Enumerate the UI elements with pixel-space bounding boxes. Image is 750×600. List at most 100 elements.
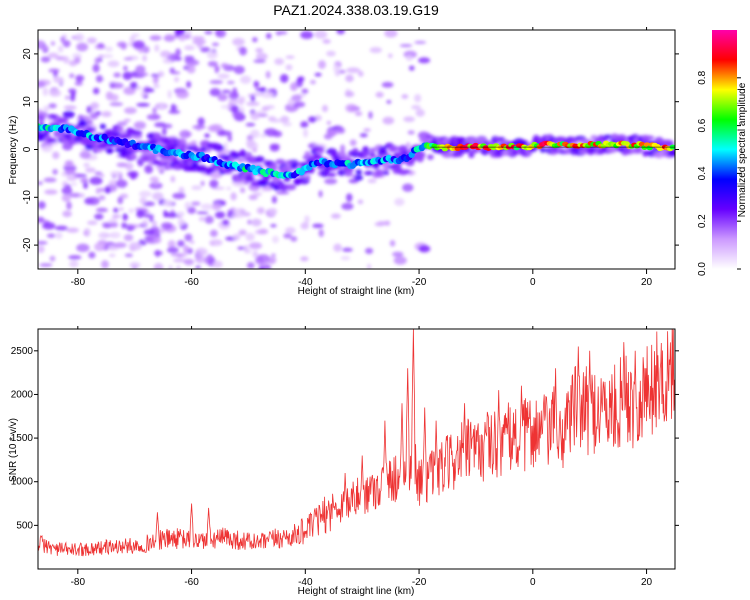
spectrogram-ridge-halo bbox=[78, 119, 87, 128]
spectrogram-speckle bbox=[190, 140, 198, 145]
spectrogram-speckle bbox=[161, 127, 167, 136]
spectrogram-speckle bbox=[44, 189, 58, 195]
spectrogram-ridge-halo bbox=[616, 134, 627, 142]
spectrogram-speckle bbox=[130, 172, 135, 180]
spectrogram-speckle bbox=[53, 75, 61, 83]
spectrogram-ylabel: Frequency (Hz) bbox=[8, 116, 19, 185]
spectrogram-speckle bbox=[190, 201, 201, 206]
spectrogram-blobs bbox=[38, 30, 675, 269]
spectrogram-speckle bbox=[367, 263, 372, 269]
spectrogram-x-tick-label: -40 bbox=[298, 277, 313, 288]
colorbar-tick-label: 0.4 bbox=[697, 166, 708, 180]
spectrogram-speckle bbox=[300, 256, 309, 262]
spectrogram-y-tick-label: 10 bbox=[22, 96, 33, 108]
spectrogram-speckle bbox=[88, 251, 96, 259]
spectrogram-speckle bbox=[220, 63, 229, 68]
spectrogram-speckle bbox=[104, 186, 111, 194]
spectrogram-speckle bbox=[79, 150, 91, 159]
spectrogram-speckle bbox=[221, 89, 231, 94]
spectrogram-speckle bbox=[184, 233, 193, 242]
spectrogram-speckle bbox=[259, 133, 267, 138]
spectrogram-ridge-halo bbox=[274, 159, 286, 165]
spectrogram-speckle bbox=[124, 107, 137, 114]
spectrogram-speckle bbox=[68, 88, 77, 94]
spectrogram-speckle bbox=[152, 192, 164, 201]
spectrogram-speckle bbox=[342, 247, 353, 252]
spectrogram-speckle bbox=[129, 261, 141, 269]
spectrogram-speckle bbox=[168, 264, 173, 269]
spectrogram-speckle bbox=[272, 235, 279, 244]
spectrogram-speckle bbox=[268, 207, 278, 215]
spectrogram-speckle bbox=[282, 122, 293, 127]
spectrogram-speckle bbox=[270, 224, 277, 228]
spectrogram-speckle bbox=[232, 209, 239, 213]
spectrogram-speckle bbox=[228, 91, 240, 100]
spectrogram-speckle bbox=[113, 207, 119, 213]
spectrogram-speckle bbox=[66, 201, 72, 210]
spectrogram-ridge-halo bbox=[539, 147, 547, 153]
spectrogram-speckle bbox=[117, 196, 124, 205]
spectrogram-ridge-halo bbox=[153, 132, 162, 139]
spectrogram-panel: -80 -60 -40 -20 0 20 -20 -10 0 10 20 Height of st… bbox=[8, 27, 679, 297]
spectrogram-speckle bbox=[151, 220, 158, 227]
spectrogram-speckle bbox=[111, 82, 124, 89]
spectrogram-speckle bbox=[183, 244, 189, 254]
spectrogram-speckle bbox=[318, 228, 324, 238]
spectrogram-speckle bbox=[77, 114, 84, 120]
spectrogram-speckle bbox=[349, 139, 357, 147]
spectrogram-speckle bbox=[394, 197, 405, 206]
spectrogram-ridge-halo bbox=[88, 127, 97, 133]
spectrogram-speckle bbox=[92, 87, 100, 95]
spectrogram-speckle bbox=[38, 245, 45, 254]
spectrogram-speckle bbox=[269, 118, 282, 123]
spectrogram-ridge-halo bbox=[363, 170, 375, 176]
spectrogram-speckle bbox=[63, 56, 70, 64]
spectrogram-speckle bbox=[285, 55, 295, 59]
spectrogram-ridge-halo bbox=[425, 134, 435, 140]
snr-x-axis: -80 -60 -40 -20 0 20 bbox=[71, 326, 653, 588]
spectrogram-speckle bbox=[110, 170, 122, 177]
spectrogram-speckle bbox=[140, 90, 146, 98]
spectrogram-speckle bbox=[386, 100, 392, 104]
spectrogram-speckle bbox=[158, 104, 166, 109]
spectrogram-speckle bbox=[388, 53, 393, 59]
spectrogram-ridge-halo bbox=[98, 143, 107, 149]
spectrogram-x-tick-label: -60 bbox=[184, 277, 199, 288]
spectrogram-speckle bbox=[209, 229, 218, 238]
spectrogram-speckle bbox=[374, 221, 385, 227]
spectrogram-speckle bbox=[365, 247, 374, 255]
spectrogram-ridge-halo bbox=[354, 175, 364, 181]
spectrogram-ridge-halo bbox=[106, 147, 114, 154]
spectrogram-ridge-halo bbox=[176, 138, 187, 145]
spectrogram-speckle bbox=[240, 75, 252, 84]
spectrogram-speckle bbox=[109, 102, 124, 107]
spectrogram-speckle bbox=[47, 52, 59, 59]
spectrogram-speckle bbox=[239, 46, 247, 56]
spectrogram-speckle bbox=[405, 55, 413, 62]
spectrogram-speckle bbox=[110, 93, 119, 102]
spectrogram-speckle bbox=[192, 124, 206, 130]
spectrogram-speckle bbox=[414, 93, 422, 103]
spectrogram-speckle bbox=[230, 192, 237, 201]
spectrogram-speckle bbox=[100, 54, 114, 58]
spectrogram-speckle bbox=[314, 72, 322, 77]
spectrogram-speckle bbox=[163, 210, 168, 218]
spectrogram-ridge-halo bbox=[255, 156, 265, 163]
spectrogram-ridge-halo bbox=[257, 178, 270, 187]
spectrogram-speckle bbox=[38, 80, 46, 88]
spectrogram-ridge-halo bbox=[318, 146, 325, 154]
spectrogram-speckle bbox=[136, 102, 150, 107]
spectrogram-speckle bbox=[191, 36, 205, 40]
spectrogram-speckle bbox=[86, 105, 92, 114]
spectrogram-speckle bbox=[228, 98, 239, 105]
spectrogram-ridge-halo bbox=[62, 116, 69, 124]
spectrogram-speckle bbox=[345, 74, 354, 83]
spectrogram-speckle bbox=[116, 121, 128, 127]
spectrogram-ridge-halo bbox=[121, 134, 133, 139]
spectrogram-speckle bbox=[127, 225, 136, 231]
snr-y-tick-label: 2500 bbox=[11, 346, 34, 357]
snr-x-tick-label: 0 bbox=[530, 577, 536, 588]
spectrogram-speckle bbox=[247, 219, 252, 225]
spectrogram-speckle bbox=[314, 30, 328, 39]
spectrogram-ridge-halo bbox=[643, 135, 655, 141]
